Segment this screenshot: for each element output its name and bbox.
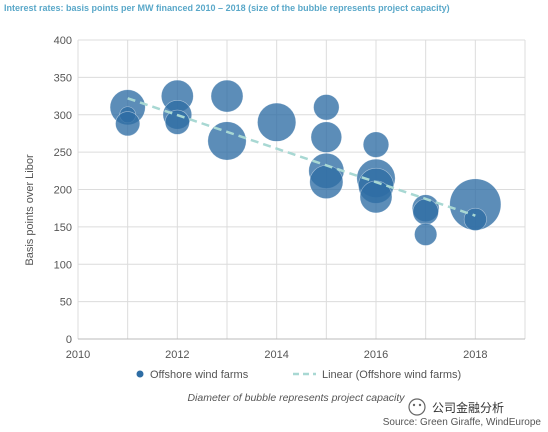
y-axis-label: Basis points over Libor	[24, 154, 36, 266]
bubble	[362, 131, 390, 158]
y-tick-label: 100	[54, 259, 72, 271]
bubble	[115, 111, 141, 137]
x-tick-label: 2012	[165, 349, 189, 361]
wechat-icon-dot	[418, 403, 422, 407]
bubble	[412, 198, 439, 226]
legend-label-linear: Linear (Offshore wind farms)	[322, 369, 461, 381]
tick-labels: 0 50 100 150 200 250 300 350 400 2010 2012 2014 2016…	[54, 35, 488, 361]
bubble	[414, 222, 438, 246]
y-tick-label: 0	[66, 334, 72, 346]
bubble	[257, 102, 297, 142]
bubble-series	[109, 79, 502, 246]
y-tick-label: 400	[54, 35, 72, 47]
x-tick-label: 2014	[264, 349, 288, 361]
bubble	[310, 121, 342, 153]
wechat-icon	[408, 398, 426, 416]
x-tick-label: 2010	[66, 349, 90, 361]
chart-title: Interest rates: basis points per MW fina…	[4, 3, 450, 13]
y-tick-label: 350	[54, 72, 72, 84]
trend-line	[127, 97, 476, 217]
chart-note: Diameter of bubble represents project ca…	[187, 392, 405, 404]
x-tick-label: 2018	[463, 349, 487, 361]
y-tick-label: 150	[54, 222, 72, 234]
bubble	[207, 121, 247, 161]
wechat-icon-dot	[412, 403, 416, 407]
trend-line-series	[127, 97, 476, 217]
y-tick-label: 50	[60, 297, 72, 309]
watermark-text: 公司金融分析	[432, 400, 504, 415]
bubble	[210, 79, 244, 113]
watermark: 公司金融分析	[408, 398, 504, 416]
legend-bubble-marker	[136, 370, 144, 378]
bubble	[313, 94, 340, 121]
x-tick-label: 2016	[364, 349, 388, 361]
legend: Offshore wind farms Linear (Offshore win…	[136, 369, 461, 381]
y-tick-label: 250	[54, 147, 72, 159]
legend-label-offshore: Offshore wind farms	[150, 369, 249, 381]
bubble	[164, 109, 190, 135]
y-tick-label: 300	[54, 110, 72, 122]
bubble	[463, 207, 487, 231]
chart-source: Source: Green Giraffe, WindEurope	[383, 417, 542, 428]
y-tick-label: 200	[54, 185, 72, 197]
